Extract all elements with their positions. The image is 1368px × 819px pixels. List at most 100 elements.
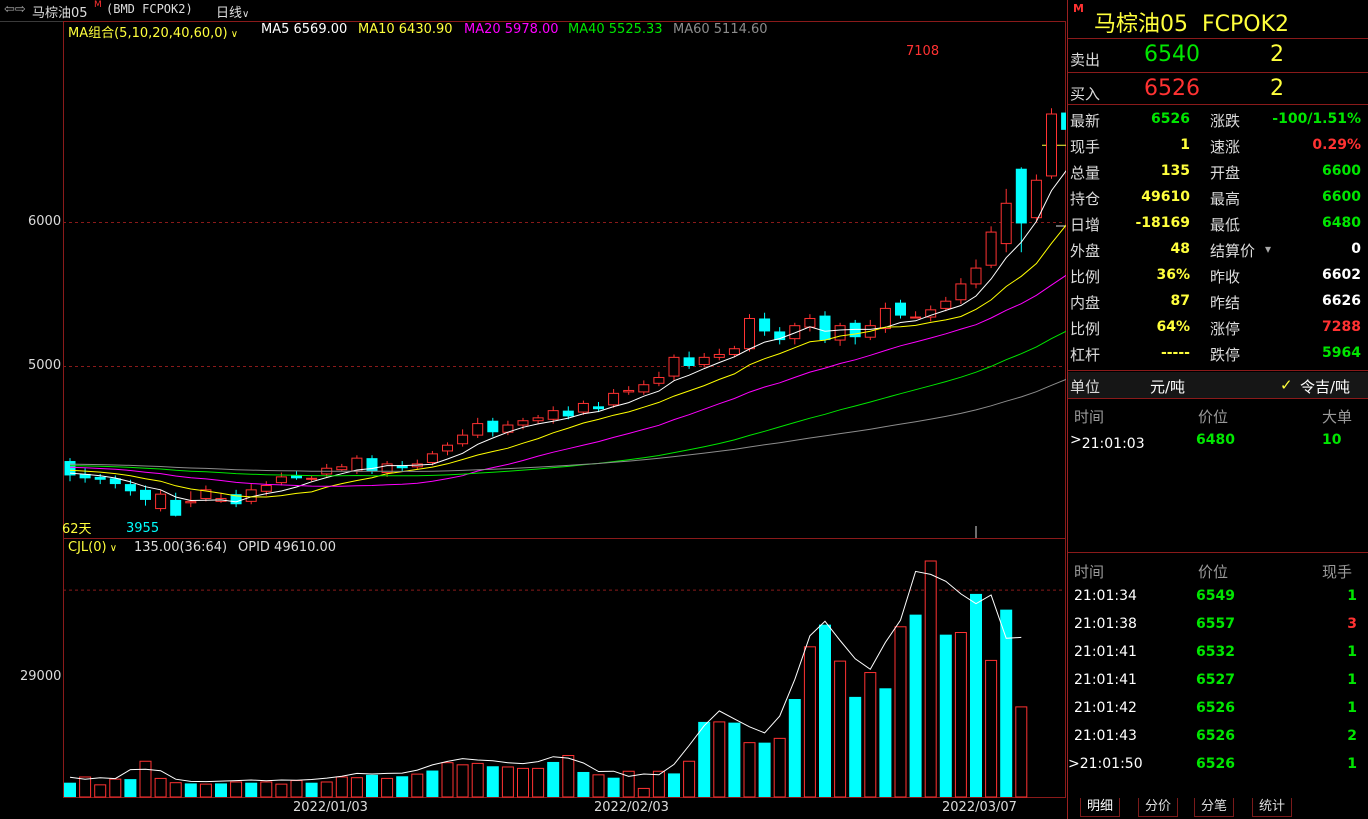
volume-legend-title[interactable]: CJL(0) ∨ <box>68 540 118 555</box>
chart-canvas[interactable] <box>0 21 1066 798</box>
stat-label: 总量 <box>1070 164 1101 182</box>
stat-label: 内盘 <box>1070 294 1101 312</box>
tick-row[interactable]: 21:01:34 6549 1 <box>1068 584 1368 610</box>
volume-bar <box>517 767 529 798</box>
candle-up <box>260 485 272 492</box>
stat-label: 杠杆 <box>1070 346 1101 364</box>
volume-bar <box>366 774 378 797</box>
ma-legend-title[interactable]: MA组合(5,10,20,40,60,0) ∨ <box>68 26 239 41</box>
stats-row: 持仓 49610 最高 6600 <box>1068 184 1368 210</box>
candle-down <box>64 461 76 476</box>
big-order-row[interactable]: >21:01:03 6480 10 <box>1068 428 1368 454</box>
stat-value: 87 <box>1170 293 1190 309</box>
chevron-down-icon: ∨ <box>242 9 250 20</box>
candle-down <box>562 410 574 417</box>
divider <box>1068 370 1368 371</box>
candle-up <box>381 463 393 474</box>
stat-label: 持仓 <box>1070 190 1101 208</box>
candle-down <box>1061 112 1066 130</box>
tab-detail[interactable]: 明细 <box>1080 798 1121 817</box>
tab-price-distribution[interactable]: 分价 <box>1138 798 1179 817</box>
candle-up <box>185 500 197 504</box>
tick-row[interactable]: 21:01:41 6532 1 <box>1068 640 1368 666</box>
tick-row[interactable]: 21:01:43 6526 2 <box>1068 724 1368 750</box>
volume-bar <box>245 782 258 797</box>
volume-bar <box>109 778 122 798</box>
volume-bar <box>215 783 227 797</box>
volume-bar <box>803 646 816 798</box>
stats-row: 外盘 48 结算价 0 ▾ <box>1068 236 1368 262</box>
candle-up <box>457 434 469 445</box>
volume-bar <box>456 764 469 798</box>
stat-value: 7288 <box>1322 319 1361 335</box>
kline-chart[interactable] <box>0 21 1066 798</box>
tick-row[interactable]: 21:01:38 6557 3 <box>1068 612 1368 638</box>
price-axis-label-6000: 6000 <box>28 214 62 229</box>
tab-statistics[interactable]: 统计 <box>1252 798 1293 817</box>
candle-up <box>577 402 589 413</box>
unit-check-label[interactable]: 令吉/吨 <box>1300 378 1351 396</box>
ma10-line <box>69 224 1066 498</box>
volume-bar <box>139 760 152 798</box>
volume-bar <box>532 767 545 798</box>
tick-row[interactable]: 21:01:42 6526 1 <box>1068 696 1368 722</box>
period-selector[interactable]: 日线∨ <box>216 2 249 21</box>
tab-tick[interactable]: 分笔 <box>1194 798 1235 817</box>
candle-down <box>230 494 242 505</box>
candle-up <box>306 477 318 480</box>
ma60-line <box>69 378 1066 472</box>
stat-value: -100/1.51% <box>1272 111 1361 127</box>
volume-bar <box>773 737 786 798</box>
period-label: 日线 <box>216 6 243 21</box>
tick-qty: 1 <box>1347 756 1357 772</box>
date-label-1: 2022/01/03 <box>293 800 368 815</box>
tick-row[interactable]: >21:01:50 6526 1 <box>1068 752 1368 778</box>
unit-value[interactable]: 元/吨 <box>1150 378 1186 396</box>
open-interest-line <box>69 570 1022 783</box>
divider <box>1068 38 1368 39</box>
tick-header: 时间 价位 现手 <box>1068 557 1368 583</box>
volume-bar <box>909 614 922 797</box>
candle-down <box>683 357 695 366</box>
panel-tabs: 明细 分价 分笔 统计 <box>1068 796 1368 819</box>
candle-up <box>789 325 801 340</box>
ma40-legend: MA40 5525.33 <box>568 22 663 37</box>
back-forward-icon[interactable]: ⇦⇨ <box>4 2 26 17</box>
stat-label: 现手 <box>1070 138 1101 156</box>
price-axis-label-5000: 5000 <box>28 358 62 373</box>
unit-check-icon[interactable]: ✓ <box>1280 376 1293 394</box>
divider <box>1068 398 1368 399</box>
tick-price: 6557 <box>1196 616 1235 632</box>
candle-down <box>366 458 378 472</box>
volume-bar <box>381 777 394 798</box>
volume-bar <box>970 593 982 797</box>
candle-up <box>698 356 710 366</box>
settle-dropdown-icon[interactable]: ▾ <box>1265 242 1272 256</box>
volume-bar <box>350 777 363 798</box>
tick-header-price: 价位 <box>1198 563 1229 581</box>
stat-label: 涨停 <box>1210 320 1241 338</box>
big-order-price: 6480 <box>1196 432 1235 448</box>
volume-bar <box>320 781 333 798</box>
stat-label: 结算价 <box>1210 242 1256 260</box>
bid-price[interactable]: 6526 <box>1144 76 1200 101</box>
ma20-line <box>69 274 1066 487</box>
tick-header-qty: 现手 <box>1322 563 1353 581</box>
candle-up <box>940 300 952 309</box>
candle-up <box>925 309 937 318</box>
tick-time: 21:01:41 <box>1074 644 1137 660</box>
candle-down <box>140 489 151 500</box>
ask-price[interactable]: 6540 <box>1144 42 1200 67</box>
candle-up <box>910 316 922 319</box>
volume-bar <box>169 782 182 798</box>
big-header-time: 时间 <box>1074 408 1105 426</box>
stats-row: 现手 1 速涨 0.29% <box>1068 132 1368 158</box>
volume-bar <box>577 771 590 797</box>
candle-up <box>155 493 167 510</box>
candle-up <box>970 267 982 285</box>
volume-bar <box>637 787 650 798</box>
candle-down <box>774 331 786 341</box>
tick-row[interactable]: 21:01:41 6527 1 <box>1068 668 1368 694</box>
candle-up <box>985 231 997 266</box>
low-price-label: 3955 <box>126 521 160 536</box>
